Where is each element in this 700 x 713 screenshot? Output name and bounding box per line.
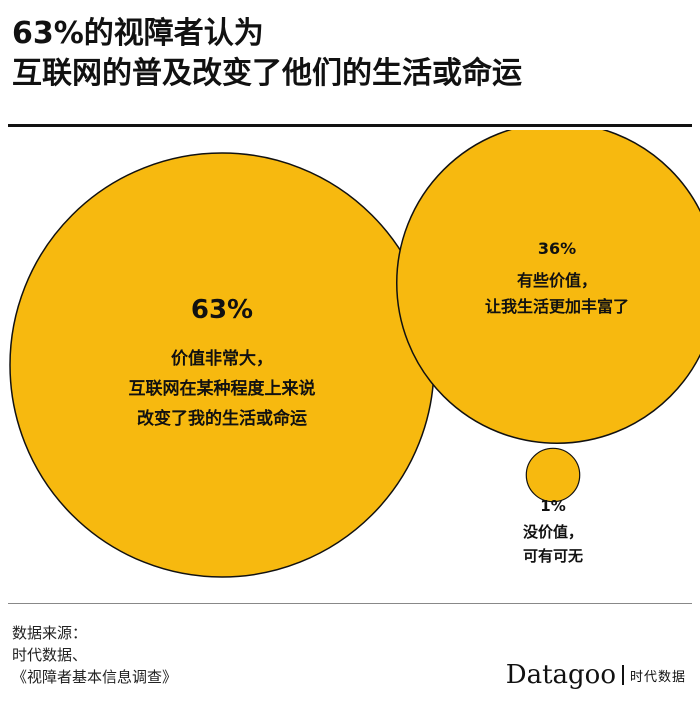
brand-name: Datagoo (505, 660, 616, 690)
bubble-large-label-line: 互联网在某种程度上来说 (129, 378, 316, 399)
chart-title: 63%的视障者认为 互联网的普及改变了他们的生活或命运 (12, 14, 692, 94)
title-line-1: 63%的视障者认为 (12, 16, 264, 51)
title-line-2: 互联网的普及改变了他们的生活或命运 (12, 56, 522, 91)
bubble-small-label-line: 没价值， (523, 523, 583, 541)
bubble-medium-label-line: 让我生活更加丰富了 (485, 297, 629, 316)
bubble-large-value: 63% (191, 295, 253, 325)
source-line-2: 时代数据、 (12, 646, 88, 664)
title-divider (8, 124, 692, 127)
bubble-large-label-line: 价值非常大， (171, 348, 273, 369)
bubble-small (525, 447, 581, 503)
source-line-3: 《视障者基本信息调查》 (12, 668, 178, 686)
bubble-medium (396, 130, 700, 444)
brand-subtitle: 时代数据 (629, 669, 686, 685)
brand-logo: Datagoo 时代数据 (506, 660, 686, 690)
data-source: 数据来源： 时代数据、 《视障者基本信息调查》 (12, 622, 177, 688)
bubble-large-label-line: 改变了我的生活或命运 (137, 408, 307, 429)
footer-divider (8, 603, 692, 604)
source-line-1: 数据来源： (12, 624, 88, 642)
bubble-small-label-line: 可有可无 (523, 547, 583, 565)
bubble-medium-value: 36% (538, 239, 576, 258)
bubble-small-value: 1% (540, 497, 565, 515)
bubble-medium-label-line: 有些价值， (517, 271, 597, 290)
brand-separator (621, 665, 624, 685)
